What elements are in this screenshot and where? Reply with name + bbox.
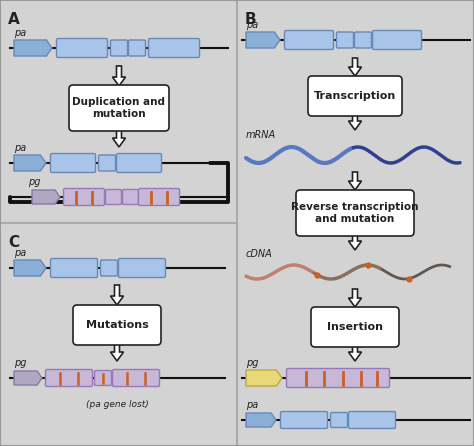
FancyBboxPatch shape [308, 76, 402, 116]
Polygon shape [14, 371, 42, 385]
FancyBboxPatch shape [373, 30, 421, 50]
FancyBboxPatch shape [46, 369, 92, 387]
Text: Mutations: Mutations [86, 320, 148, 330]
Text: pg: pg [14, 358, 27, 368]
FancyBboxPatch shape [69, 85, 169, 131]
FancyBboxPatch shape [73, 305, 161, 345]
Text: pa: pa [14, 28, 26, 38]
Polygon shape [112, 127, 126, 147]
FancyBboxPatch shape [330, 413, 347, 428]
FancyBboxPatch shape [284, 30, 334, 50]
Text: C: C [8, 235, 19, 250]
Polygon shape [246, 370, 282, 386]
FancyBboxPatch shape [51, 259, 98, 277]
Text: Insertion: Insertion [327, 322, 383, 332]
Polygon shape [348, 58, 362, 76]
Text: Duplication and
mutation: Duplication and mutation [73, 97, 165, 119]
Polygon shape [110, 285, 124, 305]
Text: cDNA: cDNA [246, 249, 273, 259]
Polygon shape [14, 40, 52, 56]
Text: pa: pa [246, 400, 258, 410]
FancyBboxPatch shape [64, 189, 104, 206]
Polygon shape [348, 343, 362, 361]
Text: mRNA: mRNA [246, 130, 276, 140]
Polygon shape [348, 232, 362, 250]
Text: Transcription: Transcription [314, 91, 396, 101]
Text: (pa gene lost): (pa gene lost) [86, 400, 148, 409]
Polygon shape [32, 190, 60, 204]
FancyBboxPatch shape [348, 412, 395, 429]
Text: pa: pa [14, 143, 26, 153]
FancyBboxPatch shape [106, 190, 121, 205]
Text: pg: pg [246, 358, 258, 368]
FancyBboxPatch shape [281, 412, 328, 429]
FancyBboxPatch shape [118, 259, 165, 277]
FancyBboxPatch shape [110, 40, 128, 56]
Text: Reverse transcription
and mutation: Reverse transcription and mutation [291, 202, 419, 224]
Text: A: A [8, 12, 20, 27]
FancyBboxPatch shape [355, 32, 372, 48]
Polygon shape [14, 155, 46, 171]
FancyBboxPatch shape [337, 32, 354, 48]
FancyBboxPatch shape [286, 368, 390, 388]
FancyBboxPatch shape [94, 371, 111, 385]
FancyBboxPatch shape [100, 260, 118, 276]
FancyBboxPatch shape [51, 153, 95, 173]
Text: pa: pa [14, 248, 26, 258]
Polygon shape [348, 112, 362, 130]
FancyBboxPatch shape [128, 40, 146, 56]
Polygon shape [112, 66, 126, 86]
FancyBboxPatch shape [99, 155, 116, 171]
Polygon shape [110, 341, 124, 361]
Polygon shape [14, 260, 46, 276]
FancyBboxPatch shape [122, 190, 138, 205]
Text: B: B [245, 12, 256, 27]
Polygon shape [348, 289, 362, 307]
FancyBboxPatch shape [56, 38, 108, 58]
Polygon shape [348, 172, 362, 190]
FancyBboxPatch shape [138, 189, 180, 206]
FancyBboxPatch shape [148, 38, 200, 58]
Text: pa: pa [246, 20, 258, 30]
Text: pg: pg [28, 177, 40, 187]
FancyBboxPatch shape [296, 190, 414, 236]
FancyBboxPatch shape [117, 153, 162, 173]
FancyBboxPatch shape [112, 369, 159, 387]
FancyBboxPatch shape [311, 307, 399, 347]
Polygon shape [246, 32, 280, 48]
Polygon shape [246, 413, 276, 427]
